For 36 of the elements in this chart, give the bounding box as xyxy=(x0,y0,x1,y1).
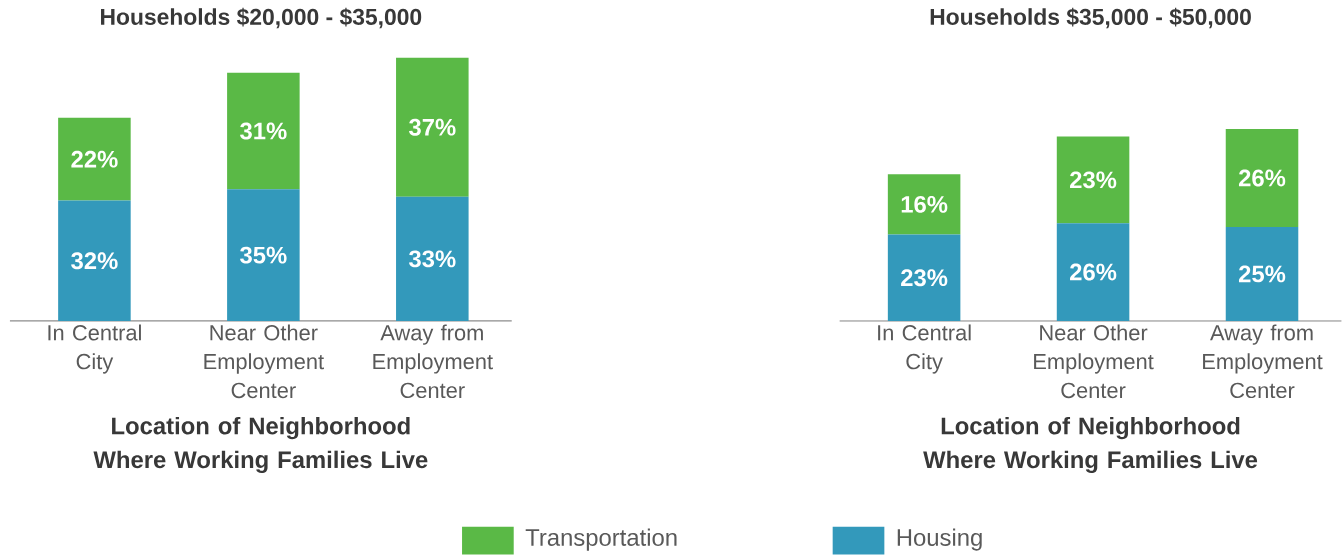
data-label: 31% xyxy=(240,122,287,140)
bar xyxy=(1056,136,1130,223)
data-label: 23% xyxy=(1070,171,1117,189)
data-label: 26% xyxy=(1070,263,1117,281)
bar xyxy=(1225,226,1299,321)
x-tick-label: Away from Employment Center xyxy=(373,324,493,398)
bar xyxy=(58,200,131,321)
legend-label: Housing xyxy=(897,528,982,551)
data-label: 37% xyxy=(409,118,456,136)
x-tick-label: Away from Employment Center xyxy=(1203,324,1323,398)
data-label: 16% xyxy=(901,195,948,213)
bar xyxy=(227,72,300,190)
bar xyxy=(887,174,961,235)
bar xyxy=(396,196,469,321)
bar xyxy=(58,117,131,201)
chart-title: Households $20,000 - $35,000 xyxy=(101,7,422,29)
chart-title: Households $35,000 - $50,000 xyxy=(930,7,1251,29)
bar xyxy=(396,57,469,197)
bar xyxy=(1056,222,1130,321)
x-axis-title: Location of Neighborhood Where Working Families Live xyxy=(93,416,428,473)
x-tick-label: Near Other Employment Center xyxy=(1034,324,1154,398)
data-label: 35% xyxy=(240,246,287,264)
bar xyxy=(887,234,961,321)
legend-label: Transportation xyxy=(525,528,677,551)
data-label: 22% xyxy=(71,150,118,168)
x-tick-label: In Central City xyxy=(878,324,971,374)
bar xyxy=(1225,128,1299,227)
x-tick-label: Near Other Employment Center xyxy=(204,324,324,398)
x-axis-title: Location of Neighborhood Where Working Families Live xyxy=(923,416,1258,473)
data-label: 32% xyxy=(71,252,118,269)
x-tick-label: In Central City xyxy=(48,324,141,374)
data-label: 26% xyxy=(1238,169,1286,187)
bar xyxy=(227,189,300,321)
data-label: 23% xyxy=(901,269,948,286)
data-label: 33% xyxy=(409,250,456,268)
data-label: 25% xyxy=(1238,265,1286,283)
